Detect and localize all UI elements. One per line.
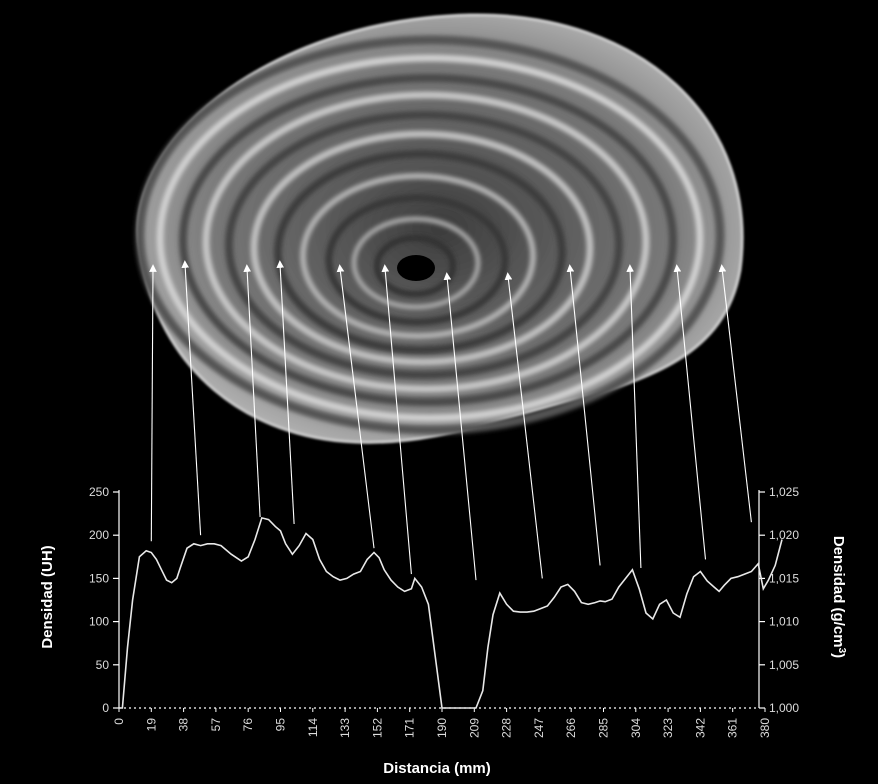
x-ticks: 0 19 38 57 76 95 114 133 152 171 190 209 228 247 266 28… xyxy=(112,708,772,738)
x-tick-label: 190 xyxy=(435,718,449,738)
x-tick-label: 171 xyxy=(403,718,417,738)
x-tick-label: 209 xyxy=(467,718,481,738)
x-tick-label: 57 xyxy=(209,718,223,732)
ring-arrow xyxy=(181,260,202,536)
ring-arrow xyxy=(626,264,642,569)
x-tick-label: 0 xyxy=(112,718,126,725)
y2-axis-title-superscript: 3 xyxy=(836,648,847,654)
x-tick-label: 19 xyxy=(144,718,158,732)
x-tick-label: 247 xyxy=(532,718,546,738)
y-tick-label: 0 xyxy=(102,701,109,715)
y-ticks-right: 1,000 1,005 1,010 1,015 1,020 1,025 xyxy=(759,485,799,715)
y2-tick-label: 1,010 xyxy=(769,615,799,629)
y-tick-label: 50 xyxy=(96,658,110,672)
x-tick-label: 380 xyxy=(758,718,772,738)
y-ticks-left: 0 50 100 150 200 250 xyxy=(89,485,119,715)
y2-tick-label: 1,025 xyxy=(769,485,799,499)
x-tick-label: 38 xyxy=(177,718,191,732)
ring-arrow xyxy=(381,264,412,575)
x-tick-label: 323 xyxy=(661,718,675,738)
y2-tick-label: 1,015 xyxy=(769,571,799,585)
y-axis-title: Densidad (UH) xyxy=(39,545,56,648)
pith-hole xyxy=(397,255,435,281)
x-tick-label: 76 xyxy=(241,718,255,732)
ring-arrow xyxy=(243,264,261,518)
growth-rings xyxy=(135,35,725,435)
ring-arrow xyxy=(443,272,477,581)
x-axis-title: Distancia (mm) xyxy=(383,760,491,777)
x-tick-label: 95 xyxy=(274,718,288,732)
x-tick-label: 114 xyxy=(306,718,320,737)
ring-arrow xyxy=(718,264,752,523)
y2-axis-title-main: Densidad (g/cm xyxy=(830,536,847,648)
density-curve xyxy=(119,516,783,709)
ring-arrow xyxy=(336,264,375,549)
y-tick-label: 150 xyxy=(89,571,109,585)
y-tick-label: 250 xyxy=(89,485,109,499)
ring-arrow xyxy=(276,260,295,524)
x-tick-label: 361 xyxy=(726,718,740,738)
y2-tick-label: 1,000 xyxy=(769,701,799,715)
x-tick-label: 285 xyxy=(597,718,611,738)
x-tick-label: 304 xyxy=(629,718,643,738)
ring-arrow xyxy=(149,264,157,542)
ring-arrow xyxy=(504,272,543,579)
ring-arrow xyxy=(566,264,601,566)
ring-arrow xyxy=(673,264,707,560)
ring-arrows xyxy=(149,260,752,581)
x-tick-label: 266 xyxy=(564,718,578,738)
density-profile-chart: 0 50 100 150 200 250 1,000 1,005 1,010 1,015 1,02… xyxy=(39,260,847,777)
x-tick-label: 152 xyxy=(370,718,384,738)
y-tick-label: 100 xyxy=(89,615,109,629)
y2-tick-label: 1,020 xyxy=(769,528,799,542)
y2-axis-title: Densidad (g/cm3) xyxy=(830,536,847,658)
y-tick-label: 200 xyxy=(89,528,109,542)
x-tick-label: 133 xyxy=(338,718,352,738)
x-tick-label: 228 xyxy=(500,718,514,738)
y2-axis-title-close: ) xyxy=(830,653,847,658)
y2-tick-label: 1,005 xyxy=(769,658,799,672)
x-tick-label: 342 xyxy=(693,718,707,738)
